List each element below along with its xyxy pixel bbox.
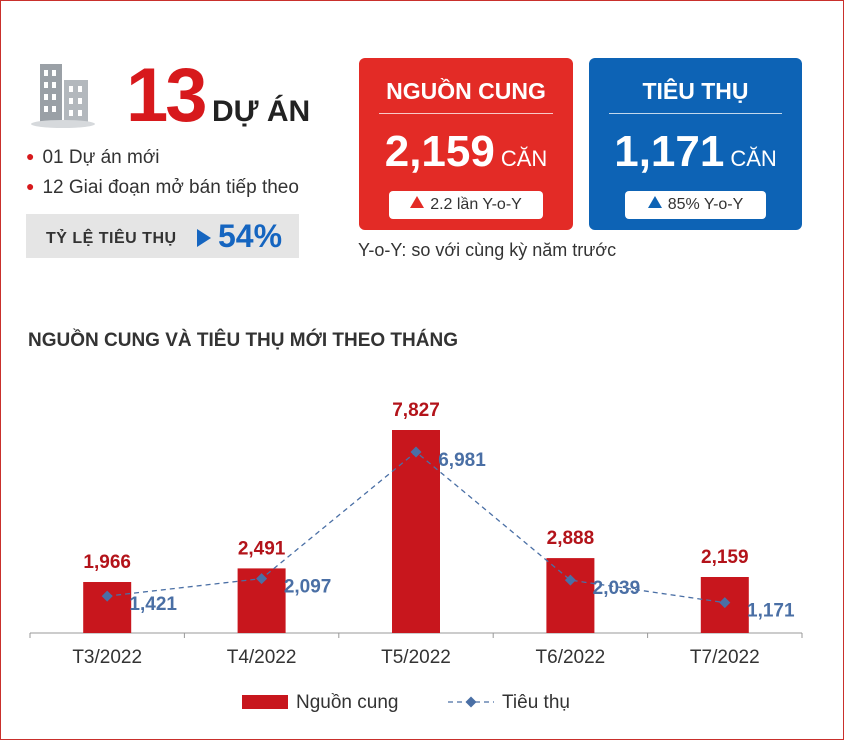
sales-marker (410, 446, 422, 458)
supply-bar (392, 430, 440, 633)
triangle-up-icon (647, 196, 662, 208)
sales-marker (564, 574, 576, 586)
supply-data-label: 2,888 (547, 528, 595, 549)
supply-change: 2.2 lần Y-o-Y (430, 196, 522, 213)
bullet-text: 12 Giai đoạn mở bán tiếp theo (42, 177, 299, 198)
legend-supply-label: Nguồn cung (296, 692, 398, 713)
card-divider (379, 113, 553, 114)
sales-data-label: 2,097 (284, 577, 332, 598)
chart-title: NGUỒN CUNG VÀ TIÊU THỤ MỚI THEO THÁNG (28, 330, 458, 351)
supply-data-label: 7,827 (392, 400, 440, 421)
triangle-up-icon (410, 196, 425, 208)
sales-change-pill: 85% Y-o-Y (625, 191, 766, 219)
card-divider (609, 113, 782, 114)
project-count: 13 (126, 53, 208, 138)
supply-card-title: NGUỒN CUNG (386, 78, 546, 104)
sales-card-title: TIÊU THỤ (642, 78, 749, 104)
absorption-value: 54% (218, 218, 283, 254)
supply-data-label: 2,159 (701, 547, 749, 568)
sales-marker (256, 573, 268, 585)
sales-data-label: 1,171 (747, 601, 795, 622)
sales-card-number: 1,171 CĂN (589, 130, 802, 174)
project-unit: DỰ ÁN (212, 95, 311, 128)
supply-card: NGUỒN CUNG 2,159 CĂN 2.2 lần Y-o-Y (359, 58, 573, 230)
supply-data-label: 2,491 (238, 538, 286, 559)
yoy-note: Y-o-Y: so với cùng kỳ năm trước (358, 240, 617, 260)
absorption-box (26, 214, 299, 258)
bullet-text: 01 Dự án mới (42, 147, 160, 168)
x-tick-label: T4/2022 (227, 647, 297, 668)
supply-unit: CĂN (500, 146, 548, 171)
absorption-label: TỶ LỆ TIÊU THỤ (46, 230, 177, 247)
bullet-dot-icon: ● (26, 178, 35, 194)
legend-sales-label: Tiêu thụ (502, 692, 570, 713)
supply-change-pill: 2.2 lần Y-o-Y (389, 191, 543, 219)
sales-data-label: 6,981 (438, 450, 486, 471)
sales-data-label: 1,421 (129, 594, 177, 615)
sales-change: 85% Y-o-Y (667, 196, 744, 213)
legend-supply-swatch (242, 695, 288, 709)
sales-marker (101, 590, 113, 602)
sales-marker (719, 597, 731, 609)
bullet-item: ● 12 Giai đoạn mở bán tiếp theo (26, 178, 299, 197)
x-tick-label: T3/2022 (72, 647, 142, 668)
supply-card-number: 2,159 CĂN (359, 130, 573, 174)
supply-value: 2,159 (384, 127, 495, 176)
sales-card: TIÊU THỤ 1,171 CĂN 85% Y-o-Y (589, 58, 802, 230)
supply-bar (83, 582, 132, 633)
sales-data-label: 2,039 (593, 578, 641, 599)
x-tick-label: T6/2022 (536, 647, 606, 668)
supply-data-label: 1,966 (83, 552, 131, 573)
sales-unit: CĂN (730, 146, 777, 171)
x-tick-label: T7/2022 (690, 647, 760, 668)
building-icon (31, 64, 95, 128)
legend-sales-marker (465, 696, 477, 708)
bullet-item: ● 01 Dự án mới (26, 148, 160, 167)
bullet-dot-icon: ● (26, 148, 35, 164)
play-arrow-icon (197, 229, 211, 247)
x-tick-label: T5/2022 (381, 647, 451, 668)
sales-value: 1,171 (614, 127, 725, 176)
supply-bar (546, 558, 595, 633)
